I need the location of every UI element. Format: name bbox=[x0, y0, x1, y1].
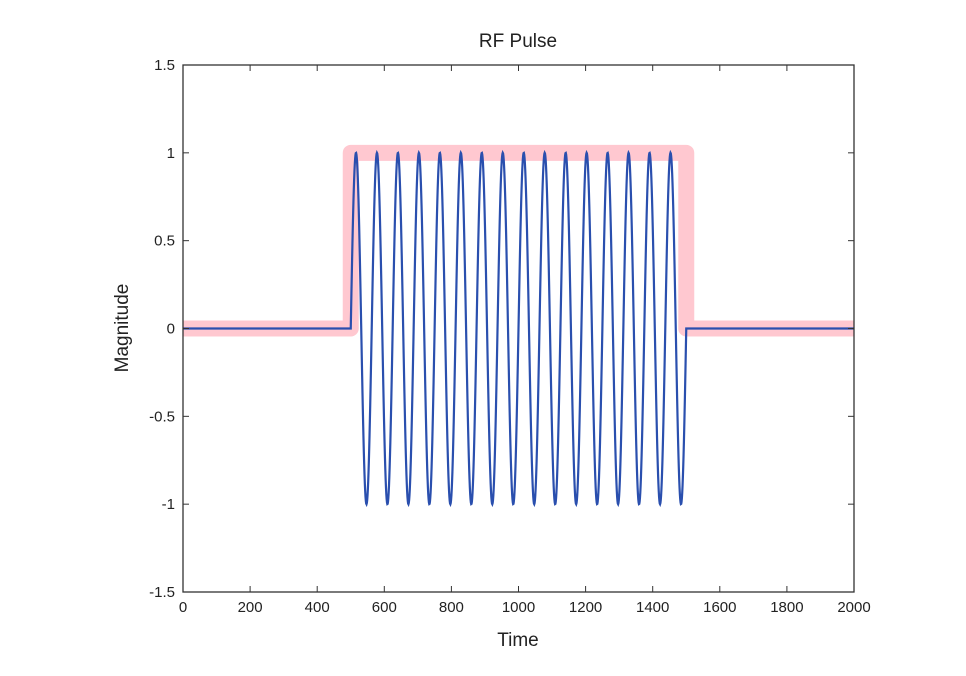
chart-title: RF Pulse bbox=[479, 31, 557, 52]
x-tick-label: 1200 bbox=[569, 599, 602, 616]
y-tick-label: 1.5 bbox=[154, 57, 175, 74]
y-tick-label: 1 bbox=[167, 145, 175, 162]
plot-area bbox=[183, 144, 854, 508]
y-axis-label: Magnitude bbox=[112, 284, 133, 373]
x-tick-label: 600 bbox=[372, 599, 397, 616]
x-tick-label: 2000 bbox=[837, 599, 870, 616]
y-tick-label: -1.5 bbox=[149, 584, 175, 601]
x-tick-label: 1000 bbox=[502, 599, 535, 616]
x-axis-label: Time bbox=[497, 630, 539, 651]
x-tick-label: 1600 bbox=[703, 599, 736, 616]
x-tick-label: 1400 bbox=[636, 599, 669, 616]
y-tick-label: -0.5 bbox=[149, 408, 175, 425]
y-tick-label: 0 bbox=[167, 321, 175, 338]
y-tick-label: -1 bbox=[162, 496, 175, 513]
carrier-line bbox=[183, 149, 854, 508]
x-tick-label: 200 bbox=[238, 599, 263, 616]
x-tick-label: 400 bbox=[305, 599, 330, 616]
y-tick-label: 0.5 bbox=[154, 233, 175, 250]
x-tick-label: 0 bbox=[179, 599, 187, 616]
axis-ticks: 0 200 400 600 800 1000 1200 1400 1600 1800 2000 -1.… bbox=[149, 57, 871, 616]
x-tick-label: 800 bbox=[439, 599, 464, 616]
x-tick-label: 1800 bbox=[770, 599, 803, 616]
